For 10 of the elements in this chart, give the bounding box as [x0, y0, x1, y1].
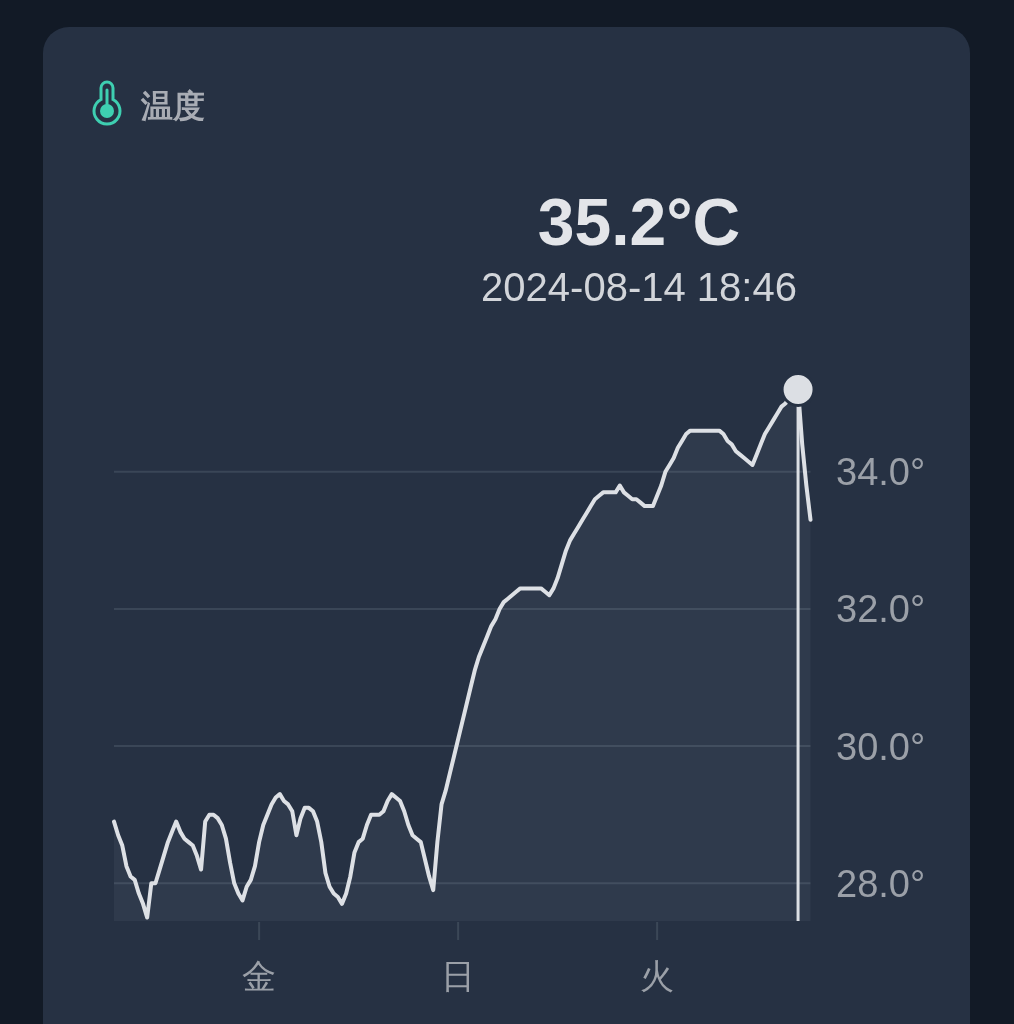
text: 2024-08-14 18:46	[481, 265, 797, 309]
y-tick-label: 30.0°	[836, 725, 926, 768]
y-tick-label: 34.0°	[836, 451, 926, 494]
x-tick-label: 金	[242, 956, 277, 996]
y-tick-label: 28.0°	[836, 862, 926, 905]
y-tick-label: 32.0°	[836, 588, 926, 631]
text: 35.2°C	[537, 185, 741, 259]
x-tick-label: 火	[640, 956, 675, 996]
x-tick-label: 日	[441, 956, 476, 996]
chart-title: 温度	[140, 87, 205, 125]
